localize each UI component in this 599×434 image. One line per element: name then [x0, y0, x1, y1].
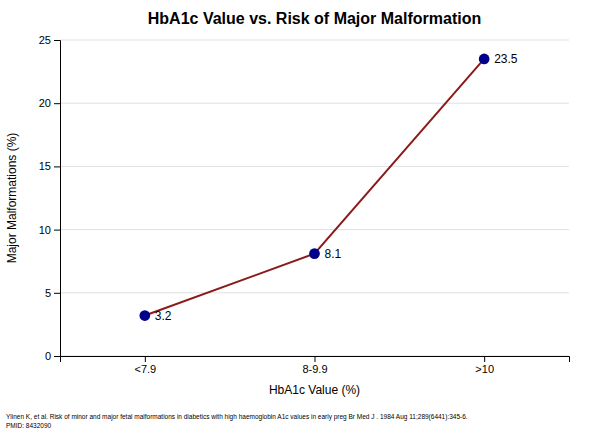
tick: <7.9 — [134, 356, 156, 375]
tick-label: 8-9.9 — [302, 363, 327, 375]
data-labels: 3.2 8.1 23.5 — [155, 52, 518, 323]
data-point — [479, 54, 490, 65]
tick-mark — [54, 293, 60, 294]
data-line — [145, 59, 484, 316]
data-label: 23.5 — [494, 52, 518, 66]
grid-line — [60, 103, 569, 104]
tick: 5 — [45, 287, 60, 299]
tick-mark — [54, 40, 60, 41]
tick-label: 20 — [39, 97, 51, 109]
grid-line — [60, 40, 569, 41]
tick: 25 — [39, 34, 60, 46]
footnote: PMID: 8432090 — [6, 422, 52, 429]
data-point — [139, 310, 150, 321]
footnote: Ylinen K, et al. Risk of minor and major… — [6, 413, 468, 421]
x-axis: <7.9 8-9.9 >10 — [61, 356, 570, 375]
tick: 15 — [39, 160, 60, 172]
tick-label: >10 — [475, 363, 494, 375]
tick: 0 — [45, 350, 60, 362]
footnotes: Ylinen K, et al. Risk of minor and major… — [6, 413, 468, 429]
y-axis: 0 5 10 15 20 25 — [39, 34, 61, 362]
tick: 10 — [39, 224, 60, 236]
tick: 8-9.9 — [302, 356, 327, 375]
tick-mark — [54, 230, 60, 231]
data-point — [309, 248, 320, 259]
axis-line — [54, 41, 61, 357]
tick-label: 0 — [45, 350, 51, 362]
tick: >10 — [475, 356, 494, 375]
tick: 20 — [39, 97, 60, 109]
tick-label: 10 — [39, 224, 51, 236]
title: HbA1c Value vs. Risk of Major Malformati… — [148, 10, 481, 27]
tick-label: 15 — [39, 160, 51, 172]
grid-line — [60, 292, 569, 293]
grid-line — [60, 229, 569, 230]
tick-mark — [54, 103, 60, 104]
grid-line — [60, 166, 569, 167]
tick-label: 25 — [39, 34, 51, 46]
grid — [60, 40, 569, 356]
y-axis-title: Major Malformations (%) — [5, 133, 19, 264]
x-axis-title: HbA1c Value (%) — [269, 383, 360, 397]
tick-mark — [315, 356, 316, 362]
tick-label: 5 — [45, 287, 51, 299]
tick-mark — [54, 356, 60, 357]
marks — [139, 54, 489, 321]
tick-mark — [54, 166, 60, 167]
data-label: 8.1 — [325, 247, 342, 261]
plot-area: 0 5 10 15 20 25 <7.9 8-9.9 >10 3.2 8.1 23.5 — [39, 34, 570, 375]
tick-mark — [484, 356, 485, 362]
chart-root: 0 5 10 15 20 25 <7.9 8-9.9 >10 3.2 8.1 23.5 HbA1c Va… — [0, 0, 599, 434]
tick-label: <7.9 — [134, 363, 156, 375]
tick-mark — [145, 356, 146, 362]
data-label: 3.2 — [155, 309, 172, 323]
axis-line — [61, 357, 570, 363]
